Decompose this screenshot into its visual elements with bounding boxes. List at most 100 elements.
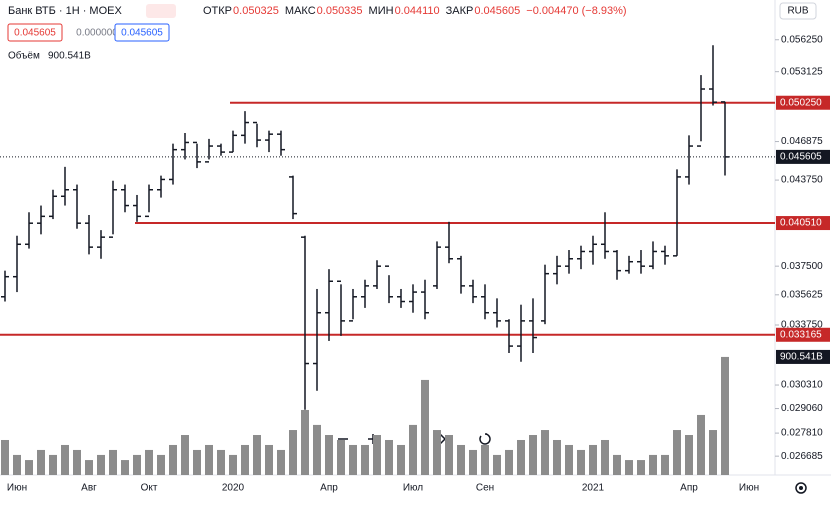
volume-bar <box>637 460 645 475</box>
volume-bar <box>565 444 573 475</box>
volume-bar <box>13 454 21 475</box>
volume-title: Объём <box>8 50 40 62</box>
volume-bar <box>109 449 117 475</box>
price-boxes: 0.045605 0.000000 0.045605 <box>7 23 170 42</box>
volume-bar <box>673 430 681 475</box>
change: −0.004470 (−8.93%) <box>526 5 626 17</box>
reset-icon <box>479 433 491 445</box>
volume-bar <box>145 449 153 475</box>
volume-bar <box>193 449 201 475</box>
volume-bar <box>337 439 345 475</box>
price-box <box>7 23 63 42</box>
volume-bar <box>181 435 189 475</box>
volume-bar <box>241 444 249 475</box>
level-label: 0.050250 <box>780 97 822 108</box>
volume-bar <box>73 449 81 475</box>
y-tick-label: 0.026685 <box>781 451 823 462</box>
reset-button[interactable] <box>473 427 497 451</box>
price-box-value: 0.045605 <box>121 28 163 39</box>
volume-bar <box>349 444 357 475</box>
volume-bar <box>289 430 297 475</box>
volume-tag <box>776 349 830 364</box>
volume-bar <box>613 454 621 475</box>
volume-bar <box>325 435 333 475</box>
volume-bar <box>553 439 561 475</box>
stat-label: МИН <box>369 5 394 17</box>
stat-value: 0.045605 <box>474 5 520 17</box>
x-tick-label: Июн <box>7 483 27 494</box>
volume-value: 900.541B <box>48 51 91 62</box>
volume-label: 900.541B <box>780 352 823 363</box>
stat-value: 0.050335 <box>317 5 363 17</box>
volume-bar <box>385 439 393 475</box>
y-tick-label: 0.033750 <box>781 320 823 331</box>
settings-icon-center <box>799 486 803 490</box>
volume-bar <box>625 460 633 475</box>
volume-bar <box>217 449 225 475</box>
volume-bar <box>577 449 585 475</box>
volume-bar <box>457 444 465 475</box>
volume-bar <box>301 409 309 475</box>
currency-label: RUB <box>787 6 808 17</box>
volume-bar <box>685 435 693 475</box>
volume-bar <box>1 439 9 475</box>
volume-bar <box>481 444 489 475</box>
volume-bar <box>397 444 405 475</box>
volume-bar <box>493 454 501 475</box>
compare-button[interactable] <box>146 4 176 18</box>
x-tick-label: Авг <box>81 483 97 494</box>
volume-bar <box>373 435 381 475</box>
volume-bar <box>97 454 105 475</box>
volume-bar <box>421 379 429 475</box>
y-tick-label: 0.053125 <box>781 66 823 77</box>
volume-bar <box>469 449 477 475</box>
level-tag <box>776 327 830 342</box>
x-tick-label: Апр <box>680 483 698 494</box>
y-tick-label: 0.030310 <box>781 380 823 391</box>
y-tick-label: 0.043750 <box>781 175 823 186</box>
y-tick-label: 0.027810 <box>781 428 823 439</box>
settings-icon <box>795 482 807 494</box>
x-tick-label: Апр <box>320 483 338 494</box>
volume-bar <box>709 430 717 475</box>
level-label: 0.033165 <box>780 329 822 340</box>
stat-label: МАКС <box>285 5 316 17</box>
volume-bar <box>433 430 441 475</box>
volume-bar <box>169 444 177 475</box>
level-label: 0.040510 <box>780 218 822 229</box>
y-tick-label: 0.037500 <box>781 261 823 272</box>
volume-bar <box>517 439 525 475</box>
volume-bar <box>37 449 45 475</box>
y-tick-label: 0.029060 <box>781 403 823 414</box>
volume-bar <box>205 444 213 475</box>
volume-bar <box>133 454 141 475</box>
y-tick-label: 0.046875 <box>781 136 823 147</box>
volume-bar <box>61 444 69 475</box>
volume-bar <box>121 460 129 475</box>
volume-bar <box>505 449 513 475</box>
currency-button[interactable] <box>779 2 817 20</box>
volume-bar <box>157 454 165 475</box>
x-tick-label: 2021 <box>582 483 605 494</box>
chart-title: Банк ВТБ · 1Н · MOEX <box>8 5 122 17</box>
volume-bar <box>313 424 321 475</box>
stat-label: ОТКР <box>203 5 232 17</box>
x-tick-label: Июл <box>403 483 423 494</box>
settings-button[interactable] <box>795 482 807 494</box>
y-tick-label: 0.056250 <box>781 34 823 45</box>
level-tag <box>776 95 830 110</box>
volume-bar <box>721 356 729 475</box>
volume-bar <box>409 424 417 475</box>
volume-bar <box>697 414 705 475</box>
volume-bar <box>277 449 285 475</box>
y-tick-label: 0.035625 <box>781 289 823 300</box>
volume-bar <box>229 454 237 475</box>
level-tag <box>776 216 830 231</box>
stat-label: ЗАКР <box>446 5 474 17</box>
x-tick-label: Окт <box>141 483 158 494</box>
x-tick-label: Июн <box>739 483 759 494</box>
volume-bar <box>589 444 597 475</box>
stat-value: 0.050325 <box>233 5 279 17</box>
